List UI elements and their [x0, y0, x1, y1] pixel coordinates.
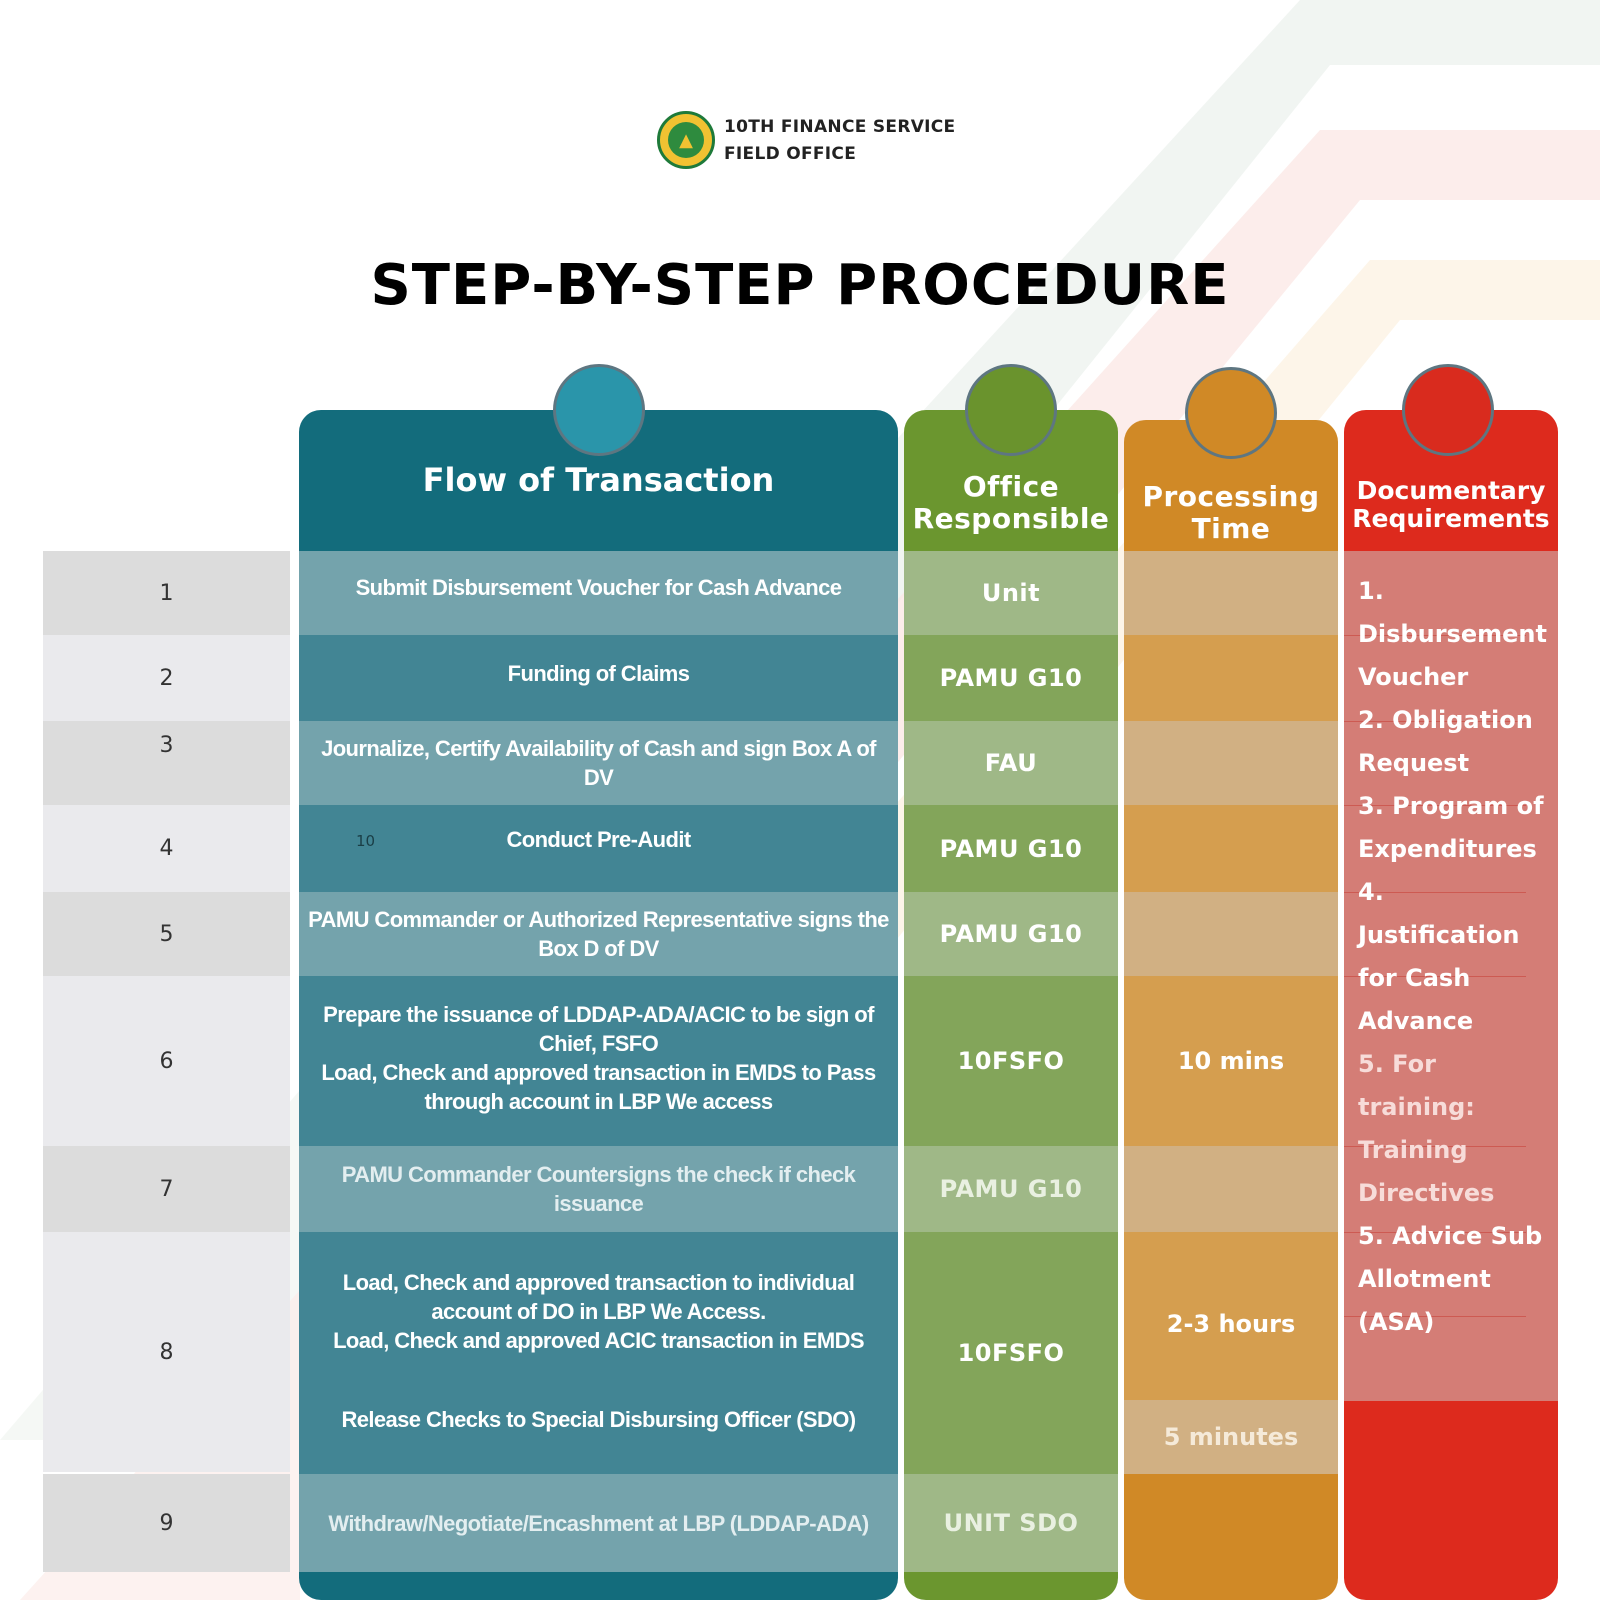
- flow-header: Flow of Transaction: [422, 461, 775, 499]
- time-cell: 5 minutes: [1124, 1400, 1338, 1474]
- requirements-list: 1. Disbursement Voucher 2. Obligation Re…: [1358, 570, 1547, 1344]
- flow-cell: Submit Disbursement Voucher for Cash Adv…: [299, 551, 898, 635]
- time-cell: [1124, 721, 1338, 805]
- requirement-item: 5. Advice Sub Allotment (ASA): [1358, 1222, 1543, 1336]
- office-text: 10FSFO: [957, 1339, 1065, 1367]
- office-cell: FAU: [904, 721, 1118, 805]
- step-number: 4: [43, 805, 290, 892]
- flow-step-text: Load, Check and approved transaction to …: [342, 1270, 855, 1324]
- org-line1: 10TH FINANCE SERVICE: [724, 117, 956, 137]
- office-header: Office Responsible: [904, 468, 1118, 538]
- office-text: FAU: [984, 749, 1038, 777]
- flow-step-text: PAMU Commander Countersigns the check if…: [341, 1162, 856, 1216]
- office-text: 10FSFO: [957, 1047, 1065, 1075]
- time-cell: [1124, 1146, 1338, 1232]
- flow-cell: Conduct Pre-Audit: [299, 805, 898, 892]
- flow-cell: PAMU Commander Countersigns the check if…: [299, 1146, 898, 1232]
- requirements-header-line1: Documentary: [1356, 476, 1546, 505]
- step-note: 10: [356, 832, 376, 850]
- office-cell: 10FSFO: [904, 1232, 1118, 1474]
- requirement-item: 2. Obligation Request: [1358, 706, 1533, 777]
- office-text: PAMU G10: [939, 920, 1083, 948]
- flow-step-text: Prepare the issuance of LDDAP-ADA/ACIC t…: [323, 1002, 874, 1056]
- time-header-line1: Processing: [1142, 480, 1320, 513]
- time-cell: [1124, 635, 1338, 721]
- step-number: 3: [43, 721, 290, 805]
- requirements-header-line2: Requirements: [1352, 504, 1550, 533]
- flow-step-text: Submit Disbursement Voucher for Cash Adv…: [355, 575, 842, 600]
- step-number: 2: [43, 635, 290, 721]
- flow-step-text: Funding of Claims: [507, 661, 690, 686]
- time-text: 10 mins: [1177, 1047, 1285, 1075]
- office-cell: PAMU G10: [904, 635, 1118, 721]
- office-text: PAMU G10: [939, 664, 1083, 692]
- row-divider: [1344, 1146, 1526, 1147]
- flow-step-text: PAMU Commander or Authorized Representat…: [308, 907, 889, 961]
- time-cell: 2-3 hours: [1124, 1232, 1338, 1400]
- time-circle: [1185, 367, 1277, 459]
- office-text: Unit: [981, 579, 1041, 607]
- office-text: PAMU G10: [939, 1175, 1083, 1203]
- office-header-line2: Responsible: [912, 502, 1110, 535]
- time-cell: [1124, 551, 1338, 635]
- time-cell: [1124, 892, 1338, 976]
- flow-cell: Withdraw/Negotiate/Encashment at LBP (LD…: [299, 1474, 898, 1572]
- office-cell: Unit: [904, 551, 1118, 635]
- step-number: 8: [43, 1232, 290, 1472]
- time-cell: 10 mins: [1124, 976, 1338, 1146]
- flow-cell: PAMU Commander or Authorized Representat…: [299, 892, 898, 976]
- time-text: 2-3 hours: [1166, 1310, 1296, 1338]
- flow-step-text: Conduct Pre-Audit: [506, 827, 691, 852]
- flow-step-text: Load, Check and approved ACIC transactio…: [333, 1328, 864, 1353]
- office-cell: PAMU G10: [904, 1146, 1118, 1232]
- seal-logo-icon: ▲: [657, 111, 715, 169]
- requirements-circle: [1402, 364, 1494, 456]
- logo-emblem: ▲: [668, 122, 704, 158]
- step-number: 1: [43, 551, 290, 635]
- office-text: PAMU G10: [939, 834, 1083, 863]
- org-line2: FIELD OFFICE: [724, 144, 857, 164]
- step-number: 6: [43, 976, 290, 1146]
- office-cell: 10FSFO: [904, 976, 1118, 1146]
- time-header-line2: Time: [1191, 512, 1271, 545]
- row-divider: [1344, 1232, 1526, 1233]
- flow-step-text: Journalize, Certify Availability of Cash…: [321, 736, 876, 790]
- time-cell: [1124, 805, 1338, 892]
- step-number: 9: [43, 1474, 290, 1572]
- office-cell: UNIT SDO: [904, 1474, 1118, 1572]
- flow-step-text: Withdraw/Negotiate/Encashment at LBP (LD…: [328, 1510, 869, 1536]
- time-header: Processing Time: [1124, 478, 1338, 548]
- step-number: 7: [43, 1146, 290, 1232]
- office-cell: PAMU G10: [904, 805, 1118, 892]
- office-circle: [965, 364, 1057, 456]
- row-divider: [1344, 892, 1526, 893]
- row-divider: [1344, 721, 1526, 722]
- flow-circle: [553, 364, 645, 456]
- requirement-item: 3. Program of Expenditures: [1358, 792, 1544, 863]
- flow-step-text: Release Checks to Special Disbursing Off…: [341, 1407, 856, 1432]
- page-title: STEP-BY-STEP PROCEDURE: [370, 253, 1230, 318]
- requirement-item: 1. Disbursement Voucher: [1358, 577, 1547, 691]
- office-text: UNIT SDO: [943, 1509, 1079, 1537]
- office-cell: PAMU G10: [904, 892, 1118, 976]
- org-name: 10TH FINANCE SERVICE FIELD OFFICE: [724, 114, 955, 168]
- office-header-line1: Office: [962, 470, 1060, 503]
- flow-cell: Load, Check and approved transaction to …: [299, 1232, 898, 1474]
- step-number: 5: [43, 892, 290, 976]
- row-divider: [1344, 805, 1526, 806]
- row-divider: [1344, 635, 1526, 636]
- row-divider: [1344, 976, 1526, 977]
- flow-cell: Funding of Claims: [299, 635, 898, 721]
- flow-step-text: Load, Check and approved transaction in …: [321, 1060, 876, 1114]
- time-text: 5 minutes: [1163, 1423, 1299, 1451]
- row-divider: [1344, 1316, 1526, 1317]
- requirement-item: 5. For training: Training Directives: [1358, 1050, 1495, 1207]
- requirements-header: Documentary Requirements: [1344, 475, 1558, 535]
- flow-cell: Journalize, Certify Availability of Cash…: [299, 721, 898, 805]
- requirement-item: 4. Justification for Cash Advance: [1358, 878, 1520, 1035]
- flow-cell: Prepare the issuance of LDDAP-ADA/ACIC t…: [299, 976, 898, 1146]
